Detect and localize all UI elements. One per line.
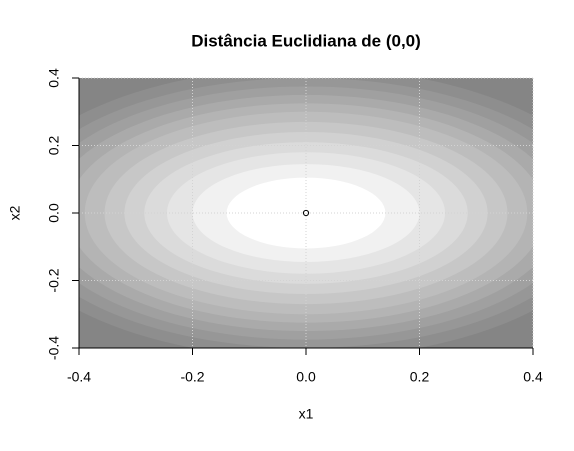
x-tick-label: 0.4 <box>523 369 543 385</box>
y-tick-label: -0.4 <box>46 336 62 360</box>
y-tick-label: -0.2 <box>46 268 62 292</box>
overlay: -0.4 -0.2 0.0 0.2 0.4 -0.4 -0.2 0.0 0.2 0.4 <box>46 68 543 385</box>
x-tick-label: -0.2 <box>180 369 204 385</box>
point <box>302 209 310 217</box>
x-tick-label: 0.2 <box>410 369 430 385</box>
x-tick-label: -0.4 <box>67 369 91 385</box>
chart-title: Distância Euclidiana de (0,0) <box>191 31 421 50</box>
y-tick-label: 0.4 <box>46 68 62 88</box>
x-tick-label: 0.0 <box>296 369 316 385</box>
y-tick-label: 0.0 <box>46 203 62 223</box>
y-tick-label: 0.2 <box>46 136 62 156</box>
x-axis-label: x1 <box>299 406 314 422</box>
y-axis-label: x2 <box>7 205 23 220</box>
